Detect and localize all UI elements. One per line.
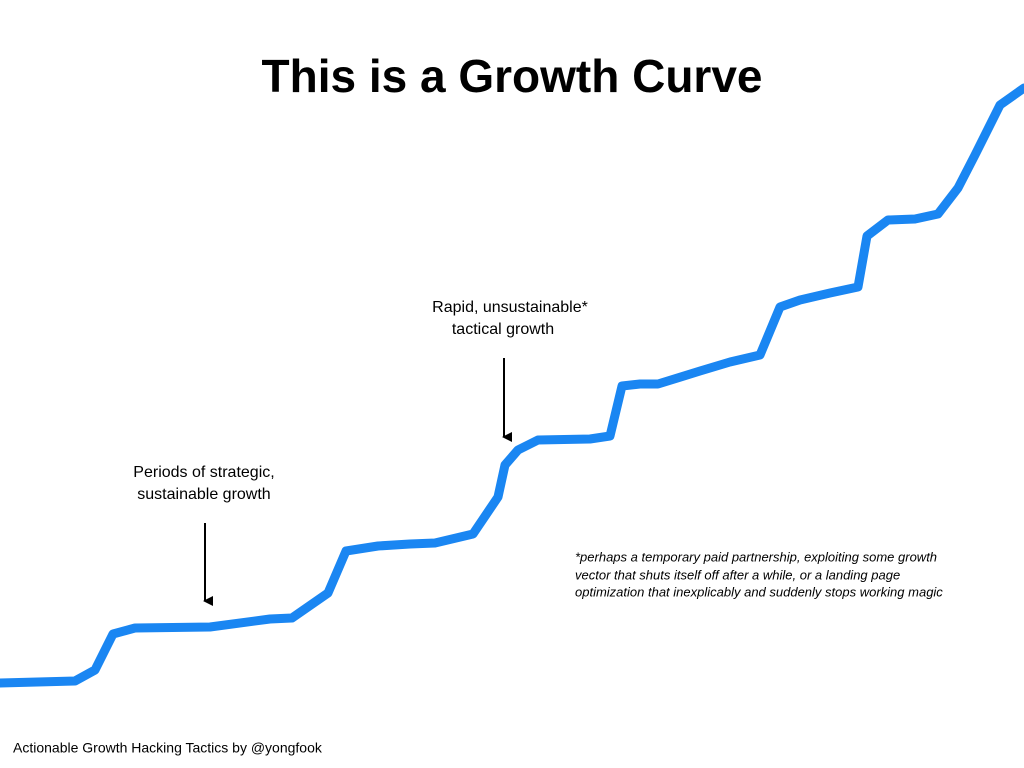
growth-curve [0,83,1024,688]
title: This is a Growth Curve [262,50,763,102]
footnote-line: *perhaps a temporary paid partnership, e… [575,549,937,564]
footer: Actionable Growth Hacking Tactics by @yo… [13,740,323,756]
footnote-line: vector that shuts itself off after a whi… [575,567,900,582]
annotation-line: Periods of strategic, [133,464,274,481]
annotation-line: tactical growth [452,321,554,338]
annotation-line: sustainable growth [137,486,270,503]
footnote-line: optimization that inexplicably and sudde… [575,584,943,599]
annotation-line: Rapid, unsustainable* [432,299,588,316]
